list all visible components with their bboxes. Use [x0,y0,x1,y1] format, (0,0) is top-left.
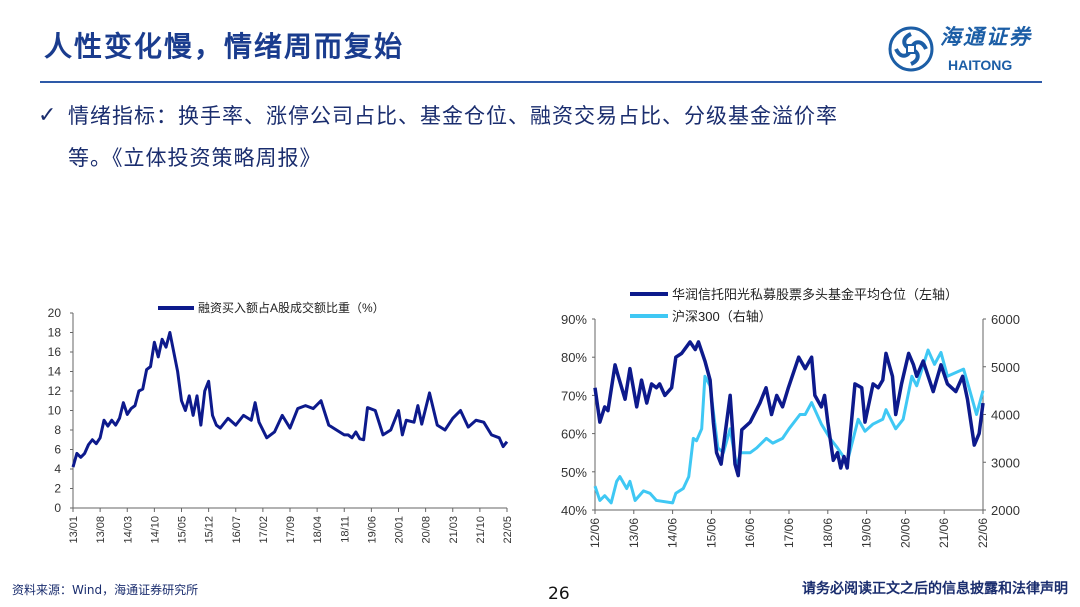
chart1-x-tick-label: 18/04 [312,516,324,544]
chart2-x-tick-label: 19/06 [860,518,874,548]
page-title: 人性变化慢，情绪周而复始 [44,30,405,63]
chart2-left-tick-label: 60% [561,427,587,442]
chart1-y-tick-label: 12 [48,384,62,398]
chart2-x-tick-label: 12/06 [588,518,602,548]
chart1-x-tick-label: 14/10 [149,516,161,544]
chart2-left-tick-label: 90% [561,312,587,327]
chart1-x-tick-label: 21/10 [475,516,487,544]
chart1-x-tick-label: 17/02 [258,516,270,544]
chart1-legend-label: 融资买入额占A股成交额比重（%） [198,300,385,315]
chart1-x-tick-label: 15/12 [204,516,216,544]
chart2-fund-position-line [593,340,985,478]
chart1-x-tick-label: 18/11 [339,516,351,543]
chart1-x-tick-label: 16/07 [231,516,243,544]
chart2-left-tick-label: 70% [561,388,587,403]
chart1-x-tick-label: 15/05 [177,516,189,544]
chart2-right-tick-label: 6000 [991,312,1020,327]
bullet-text-line2: 等。《立体投资策略周报》 [68,146,322,170]
chart2-right-tick-label: 4000 [991,408,1020,423]
chart1-y-tick-label: 0 [54,501,61,515]
source-note: 资料来源：Wind，海通证券研究所 [12,583,199,597]
chart2-right-tick-label: 5000 [991,360,1020,375]
haitong-emblem-icon [888,26,934,72]
disclaimer-text: 请务必阅读正文之后的信息披露和法律声明 [802,581,1068,597]
chart1-y-tick-label: 20 [48,306,62,320]
chart1-x-tick-label: 20/08 [421,516,433,544]
chart1-x-tick-label: 13/08 [95,516,107,544]
chart1-x-tick-label: 13/01 [68,516,80,544]
chart1-y-tick-label: 18 [48,326,62,340]
chart1-y-tick-label: 4 [54,462,61,476]
chart2-x-tick-label: 17/06 [782,518,796,548]
chart2-left-tick-label: 40% [561,503,587,518]
chart1-x-tick-label: 17/09 [285,516,297,544]
chart1-x-tick-label: 20/01 [394,516,406,544]
chart2-right-tick-label: 2000 [991,503,1020,518]
chart1-series-line [71,331,509,468]
chart2-legend-label-fund: 华润信托阳光私募股票多头基金平均仓位（左轴） [672,287,958,302]
chart1-x-tick-label: 19/06 [366,516,378,544]
chart1-y-tick-label: 16 [48,345,62,359]
chart2-x-tick-label: 14/06 [666,518,680,548]
chart1-x-tick-label: 14/03 [122,516,134,544]
chart2-left-tick-label: 80% [561,350,587,365]
chart2-x-tick-label: 15/06 [704,518,718,548]
chart1-y-tick-label: 2 [54,482,61,496]
page-number: 26 [548,584,570,604]
haitong-logo: 海通证券 HAITONG [888,24,1058,78]
chart1-x-tick-label: 21/03 [448,516,460,544]
chart2-legend-label-csi300: 沪深300（右轴） [672,309,772,324]
title-divider [40,81,1042,83]
chart2-x-tick-label: 16/06 [743,518,757,548]
chart2-right-tick-label: 3000 [991,455,1020,470]
chart1-x-tick-label: 22/05 [502,516,514,544]
bullet-text-line1: 情绪指标：换手率、涨停公司占比、基金仓位、融资交易占比、分级基金溢价率 [68,104,838,128]
chart1-y-tick-label: 8 [54,423,61,437]
chart2-x-tick-label: 22/06 [976,518,990,548]
chart2-left-tick-label: 50% [561,465,587,480]
logo-text-en: HAITONG [948,57,1013,73]
chart2-x-tick-label: 13/06 [627,518,641,548]
checkmark-icon: ✓ [38,103,57,128]
chart2-csi300-line [593,348,985,505]
chart2-x-tick-label: 20/06 [898,518,912,548]
chart1-y-tick-label: 6 [54,443,61,457]
chart2-x-tick-label: 21/06 [937,518,951,548]
logo-text-cn: 海通证券 [940,24,1032,49]
chart1-y-tick-label: 14 [48,365,62,379]
chart1-y-tick-label: 10 [48,404,62,418]
chart2-x-tick-label: 18/06 [821,518,835,548]
